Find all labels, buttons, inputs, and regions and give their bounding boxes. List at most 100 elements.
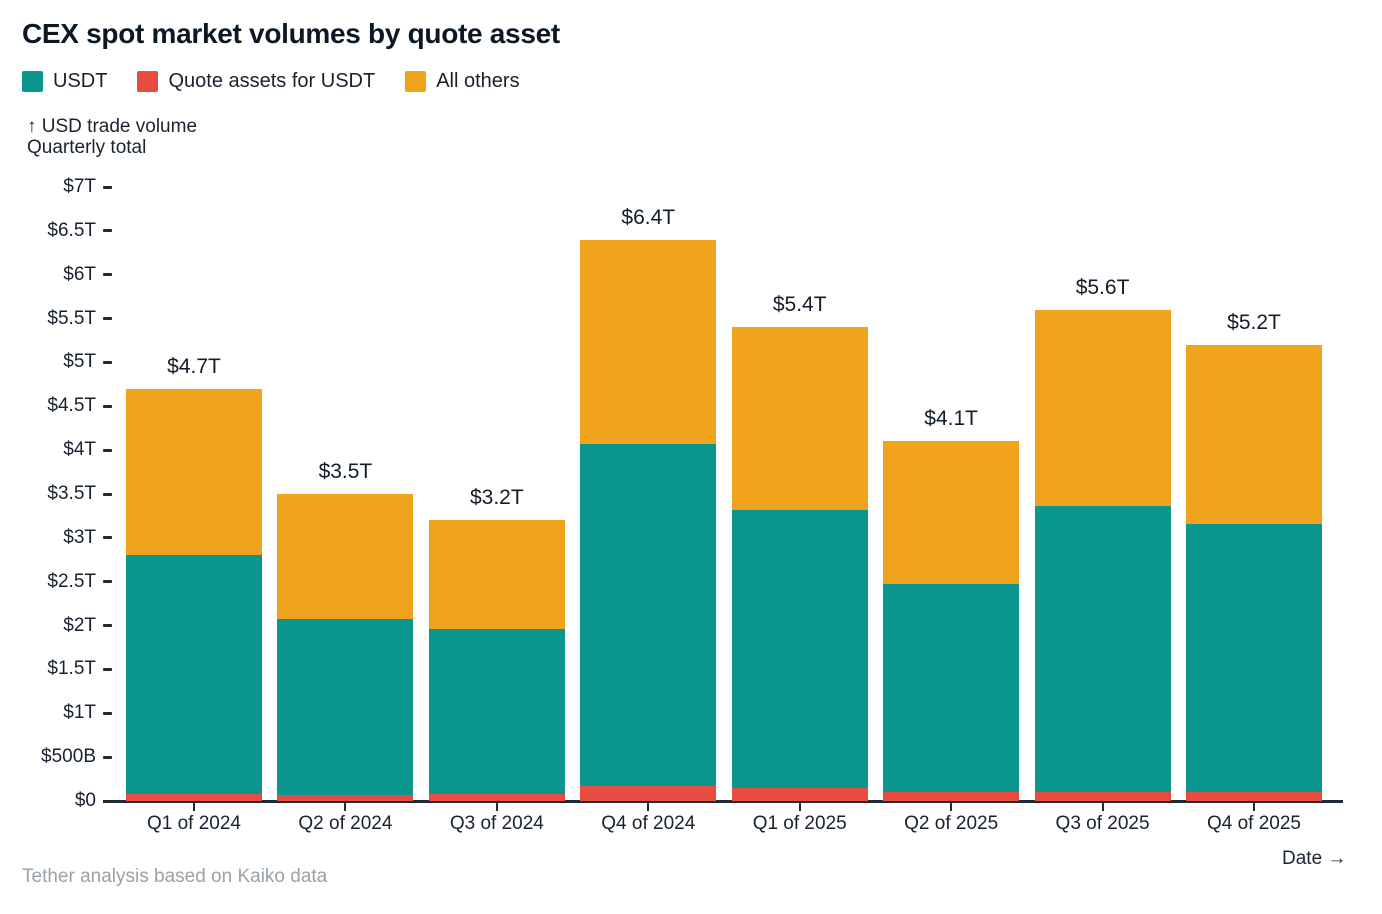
bar-q2-of-2024: $3.5T <box>277 460 414 801</box>
usdt-swatch-icon <box>22 71 43 92</box>
bar-segment-all-others <box>277 494 414 619</box>
x-tick-label: Q3 of 2024 <box>449 813 544 834</box>
y-tick-label: $1T <box>63 702 96 724</box>
y-tick-label: $7T <box>63 176 96 197</box>
x-tick-mark <box>495 802 498 811</box>
x-tick-label: Q2 of 2025 <box>904 813 999 834</box>
bar-segment-usdt <box>1034 506 1171 793</box>
bar-segment-quote-assets-for-usdt <box>731 787 868 801</box>
x-tick-label: Q4 of 2024 <box>601 813 696 834</box>
y-axis-title-line2: Quarterly total <box>27 137 147 158</box>
bar-q1-of-2024: $4.7T <box>126 355 262 801</box>
bar-segment-quote-assets-for-usdt <box>1186 792 1322 801</box>
bar-total-label: $4.7T <box>167 354 221 378</box>
bar-q2-of-2025: $4.1T <box>883 407 1020 801</box>
bar-q4-of-2025: $5.2T <box>1186 311 1322 801</box>
x-tick-mark <box>950 802 953 811</box>
y-tick-mark <box>103 448 112 452</box>
legend-label: USDT <box>53 70 108 92</box>
bar-total-label: $5.6T <box>1075 275 1130 299</box>
y-tick-mark <box>103 273 112 277</box>
x-axis-line <box>103 800 1343 803</box>
bar-total-label: $5.2T <box>1227 310 1281 334</box>
y-tick-label: $4T <box>63 439 96 461</box>
y-tick-mark <box>103 711 112 715</box>
chart-title: CEX spot market volumes by quote asset <box>22 18 560 49</box>
x-axis-label: Date → <box>1282 848 1347 869</box>
y-tick-label: $1.5T <box>47 658 96 680</box>
bar-segment-usdt <box>277 618 414 795</box>
y-tick-label: $3T <box>63 526 96 548</box>
y-tick-mark <box>103 536 112 540</box>
x-tick-label: Q1 of 2024 <box>146 813 242 834</box>
y-tick-mark <box>103 185 112 189</box>
bar-total-label: $6.4T <box>621 205 676 229</box>
legend-item-all-others: All others <box>405 70 520 93</box>
y-tick-mark <box>103 492 112 496</box>
bar-segment-quote-assets-for-usdt <box>883 792 1020 801</box>
bar-q4-of-2024: $6.4T <box>580 206 717 801</box>
all-others-swatch-icon <box>405 71 427 92</box>
bar-segment-all-others <box>1186 344 1322 524</box>
y-tick-mark <box>103 624 112 628</box>
bar-q3-of-2025: $5.6T <box>1034 276 1171 801</box>
bar-q1-of-2025: $5.4T <box>731 293 868 801</box>
bar-segment-usdt <box>1186 523 1322 793</box>
bar-total-label: $4.1T <box>924 407 978 431</box>
y-tick-mark <box>103 229 112 233</box>
y-tick-label: $2T <box>63 614 96 636</box>
legend-label: All others <box>436 70 520 92</box>
bar-segment-usdt <box>731 509 868 788</box>
x-tick-mark <box>344 802 347 811</box>
bar-segment-all-others <box>883 441 1020 585</box>
y-tick-mark <box>103 580 112 584</box>
y-tick-mark <box>103 755 112 759</box>
y-tick-mark <box>103 404 112 408</box>
x-tick-label: Q1 of 2025 <box>752 813 847 834</box>
bar-segment-usdt <box>883 584 1020 793</box>
bar-segment-all-others <box>1034 309 1171 507</box>
legend-item-usdt: USDT <box>22 70 107 93</box>
bar-segment-all-others <box>731 327 868 510</box>
bar-segment-quote-assets-for-usdt <box>1034 792 1171 801</box>
legend-label: Quote assets for USDT <box>168 70 376 92</box>
x-tick-mark <box>798 802 801 811</box>
legend: USDT Quote assets for USDT All others <box>22 70 520 93</box>
x-tick-mark <box>193 802 195 811</box>
x-tick-label: Q3 of 2025 <box>1055 813 1150 834</box>
bar-segment-all-others <box>126 388 262 556</box>
y-axis-title-line1: ↑ USD trade volume <box>27 116 198 137</box>
x-tick-mark <box>1101 802 1104 811</box>
bar-total-label: $5.4T <box>772 293 827 317</box>
y-tick-label: $4.5T <box>47 395 96 417</box>
x-tick-label: Q4 of 2025 <box>1206 813 1302 834</box>
bar-segment-quote-assets-for-usdt <box>126 793 262 801</box>
y-tick-mark <box>103 360 112 364</box>
bar-total-label: $3.5T <box>318 460 373 483</box>
bar-segment-usdt <box>580 443 717 787</box>
y-tick-label: $6T <box>63 263 96 285</box>
y-tick-label: $5T <box>63 351 96 373</box>
legend-item-quote-assets: Quote assets for USDT <box>137 70 375 93</box>
bar-segment-quote-assets-for-usdt <box>428 793 565 801</box>
y-tick-label: $500B <box>41 746 96 768</box>
bar-segment-usdt <box>428 629 565 794</box>
bar-segment-usdt <box>126 555 262 794</box>
y-tick-label: $2.5T <box>47 570 96 592</box>
y-tick-label: $6.5T <box>47 219 96 241</box>
y-tick-label: $5.5T <box>47 307 96 329</box>
bar-segment-all-others <box>428 520 565 630</box>
bar-segment-quote-assets-for-usdt <box>580 786 717 801</box>
bar-segment-quote-assets-for-usdt <box>277 794 414 801</box>
bar-total-label: $3.2T <box>469 486 524 510</box>
y-tick-mark <box>103 667 112 671</box>
quote-assets-swatch-icon <box>137 71 159 92</box>
bar-q3-of-2024: $3.2T <box>428 486 565 801</box>
bar-segment-all-others <box>580 239 717 444</box>
y-tick-label: $3.5T <box>47 483 96 504</box>
x-tick-label: Q2 of 2024 <box>298 813 393 834</box>
source-note: Tether analysis based on Kaiko data <box>22 866 328 887</box>
y-tick-mark <box>103 317 112 321</box>
